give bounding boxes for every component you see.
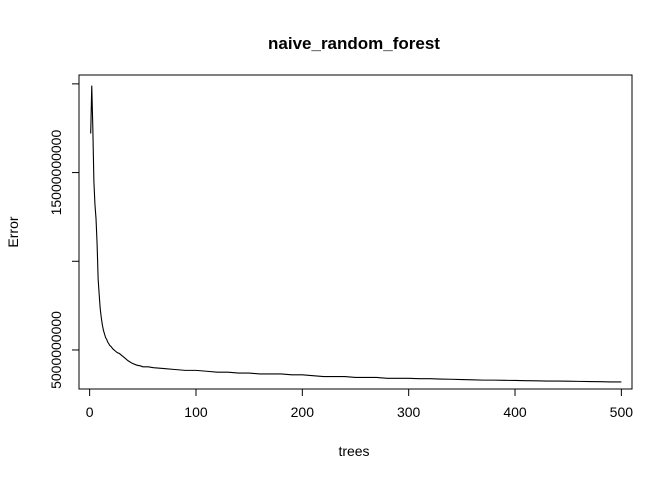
y-axis-title: Error	[5, 216, 21, 247]
chart-title: naive_random_forest	[268, 34, 440, 53]
x-tick-label: 0	[86, 404, 94, 420]
y-tick-label: 5000000000	[48, 311, 64, 389]
x-tick-label: 400	[503, 404, 527, 420]
x-axis: 0 100 200 300 400 500	[86, 388, 634, 420]
x-axis-title: trees	[338, 443, 369, 459]
x-tick-label: 500	[610, 404, 634, 420]
x-tick-label: 300	[397, 404, 421, 420]
x-tick-label: 200	[291, 404, 315, 420]
y-tick-label: 15000000000	[48, 130, 64, 216]
plot-frame	[78, 74, 633, 390]
y-axis: 5000000000 15000000000	[48, 83, 80, 389]
error-series-line	[90, 85, 622, 383]
x-tick-label: 100	[184, 404, 208, 420]
